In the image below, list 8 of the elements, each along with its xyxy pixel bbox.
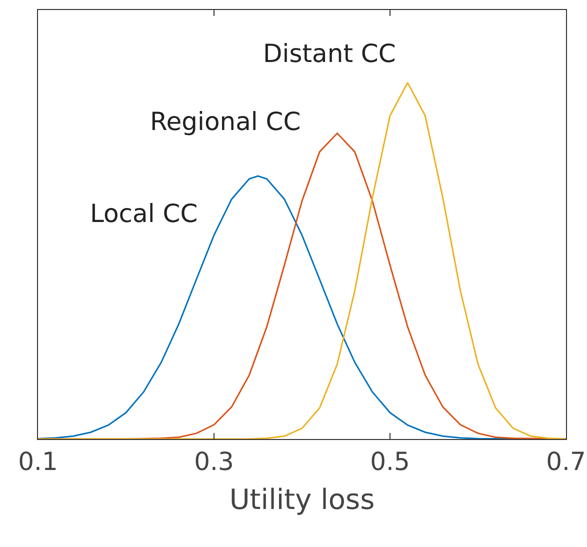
- x-tick-label: 0.7: [546, 447, 586, 476]
- x-axis-title: Utility loss: [229, 483, 375, 516]
- x-tick-label: 0.5: [370, 447, 410, 476]
- x-tick-label: 0.3: [194, 447, 234, 476]
- series-label: Distant CC: [263, 39, 396, 68]
- x-tick-label: 0.1: [18, 447, 58, 476]
- series-label: Local CC: [90, 199, 198, 228]
- series-label: Regional CC: [150, 107, 301, 136]
